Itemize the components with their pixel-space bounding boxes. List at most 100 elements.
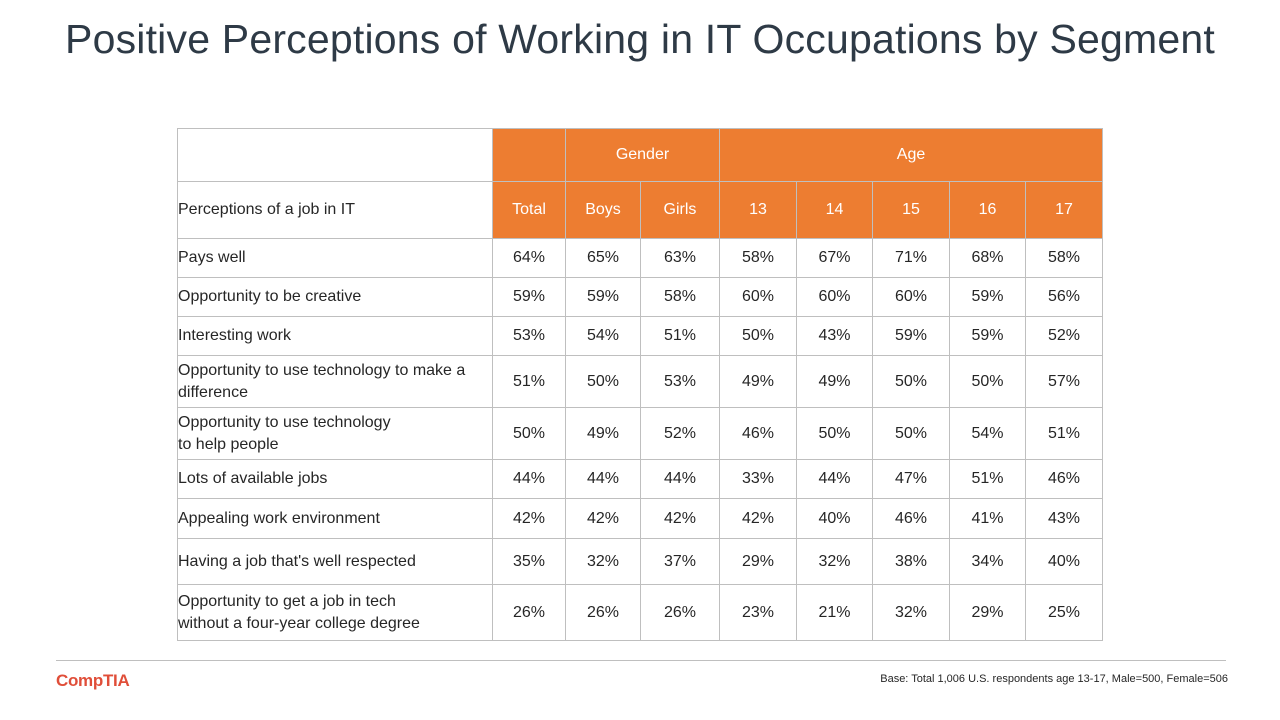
cell-value: 64% bbox=[492, 238, 566, 278]
cell-value: 60% bbox=[719, 277, 797, 317]
cell-value: 58% bbox=[719, 238, 797, 278]
cell-value: 50% bbox=[949, 355, 1026, 408]
table-row: Pays well 64% 65% 63% 58% 67% 71% 68% 58% bbox=[177, 238, 1103, 278]
cell-value: 50% bbox=[719, 316, 797, 356]
cell-value: 44% bbox=[492, 459, 566, 499]
cell-value: 51% bbox=[640, 316, 720, 356]
row-label: Pays well bbox=[177, 238, 493, 278]
cell-value: 35% bbox=[492, 538, 566, 585]
table-row: Opportunity to be creative 59% 59% 58% 60% 60… bbox=[177, 277, 1103, 317]
cell-value: 40% bbox=[796, 498, 873, 539]
cell-value: 42% bbox=[565, 498, 641, 539]
cell-value: 46% bbox=[872, 498, 950, 539]
cell-value: 46% bbox=[719, 407, 797, 460]
footer-divider bbox=[56, 660, 1226, 661]
col-header-age-13: 13 bbox=[719, 181, 797, 239]
cell-value: 60% bbox=[872, 277, 950, 317]
corner-cell bbox=[177, 128, 493, 182]
cell-value: 67% bbox=[796, 238, 873, 278]
cell-value: 32% bbox=[872, 584, 950, 641]
cell-value: 52% bbox=[640, 407, 720, 460]
cell-value: 59% bbox=[949, 277, 1026, 317]
cell-value: 23% bbox=[719, 584, 797, 641]
cell-value: 29% bbox=[949, 584, 1026, 641]
cell-value: 40% bbox=[1025, 538, 1103, 585]
cell-value: 50% bbox=[492, 407, 566, 460]
cell-value: 58% bbox=[640, 277, 720, 317]
cell-value: 56% bbox=[1025, 277, 1103, 317]
cell-value: 44% bbox=[565, 459, 641, 499]
cell-value: 59% bbox=[565, 277, 641, 317]
group-header-row: Gender Age bbox=[177, 128, 1103, 182]
cell-value: 63% bbox=[640, 238, 720, 278]
cell-value: 59% bbox=[949, 316, 1026, 356]
row-label: Appealing work environment bbox=[177, 498, 493, 539]
table-row: Opportunity to use technology to help peo… bbox=[177, 407, 1103, 460]
column-header-row: Perceptions of a job in IT Total Boys Gi… bbox=[177, 181, 1103, 239]
cell-value: 51% bbox=[949, 459, 1026, 499]
cell-value: 26% bbox=[640, 584, 720, 641]
cell-value: 50% bbox=[796, 407, 873, 460]
cell-value: 29% bbox=[719, 538, 797, 585]
row-label: Opportunity to use technology to make a … bbox=[177, 355, 493, 408]
group-header-blank bbox=[492, 128, 566, 182]
cell-value: 42% bbox=[492, 498, 566, 539]
cell-value: 44% bbox=[640, 459, 720, 499]
cell-value: 43% bbox=[1025, 498, 1103, 539]
cell-value: 60% bbox=[796, 277, 873, 317]
cell-value: 53% bbox=[640, 355, 720, 408]
cell-value: 25% bbox=[1025, 584, 1103, 641]
cell-value: 49% bbox=[719, 355, 797, 408]
cell-value: 51% bbox=[1025, 407, 1103, 460]
cell-value: 51% bbox=[492, 355, 566, 408]
cell-value: 65% bbox=[565, 238, 641, 278]
cell-value: 21% bbox=[796, 584, 873, 641]
cell-value: 26% bbox=[492, 584, 566, 641]
cell-value: 41% bbox=[949, 498, 1026, 539]
cell-value: 38% bbox=[872, 538, 950, 585]
cell-value: 58% bbox=[1025, 238, 1103, 278]
table-row: Appealing work environment 42% 42% 42% 42% 40… bbox=[177, 498, 1103, 539]
cell-value: 26% bbox=[565, 584, 641, 641]
cell-value: 50% bbox=[565, 355, 641, 408]
cell-value: 43% bbox=[796, 316, 873, 356]
table-row: Having a job that's well respected 35% 32%… bbox=[177, 538, 1103, 585]
cell-value: 37% bbox=[640, 538, 720, 585]
table-row: Opportunity to use technology to make a … bbox=[177, 355, 1103, 408]
row-label: Having a job that's well respected bbox=[177, 538, 493, 585]
col-header-boys: Boys bbox=[565, 181, 641, 239]
group-header-age: Age bbox=[719, 128, 1103, 182]
cell-value: 57% bbox=[1025, 355, 1103, 408]
row-label: Interesting work bbox=[177, 316, 493, 356]
col-header-age-15: 15 bbox=[872, 181, 950, 239]
table-body: Pays well 64% 65% 63% 58% 67% 71% 68% 58% Opportu… bbox=[177, 238, 1103, 641]
comptia-logo: CompTIA bbox=[56, 671, 130, 690]
col-header-age-17: 17 bbox=[1025, 181, 1103, 239]
cell-value: 42% bbox=[719, 498, 797, 539]
cell-value: 68% bbox=[949, 238, 1026, 278]
cell-value: 34% bbox=[949, 538, 1026, 585]
col-header-total: Total bbox=[492, 181, 566, 239]
col-header-girls: Girls bbox=[640, 181, 720, 239]
page-title: Positive Perceptions of Working in IT Oc… bbox=[65, 16, 1215, 62]
row-label: Opportunity to get a job in tech without … bbox=[177, 584, 493, 641]
cell-value: 71% bbox=[872, 238, 950, 278]
cell-value: 46% bbox=[1025, 459, 1103, 499]
base-note: Base: Total 1,006 U.S. respondents age 1… bbox=[880, 673, 1228, 685]
table-row: Lots of available jobs 44% 44% 44% 33% 44% 47%… bbox=[177, 459, 1103, 499]
cell-value: 54% bbox=[565, 316, 641, 356]
cell-value: 42% bbox=[640, 498, 720, 539]
cell-value: 52% bbox=[1025, 316, 1103, 356]
row-label: Opportunity to be creative bbox=[177, 277, 493, 317]
table-row: Opportunity to get a job in tech without … bbox=[177, 584, 1103, 641]
row-label: Opportunity to use technology to help peo… bbox=[177, 407, 493, 460]
cell-value: 33% bbox=[719, 459, 797, 499]
cell-value: 59% bbox=[492, 277, 566, 317]
cell-value: 44% bbox=[796, 459, 873, 499]
perceptions-table: Gender Age Perceptions of a job in IT To… bbox=[177, 128, 1103, 641]
cell-value: 32% bbox=[796, 538, 873, 585]
cell-value: 50% bbox=[872, 407, 950, 460]
cell-value: 59% bbox=[872, 316, 950, 356]
cell-value: 53% bbox=[492, 316, 566, 356]
row-label: Lots of available jobs bbox=[177, 459, 493, 499]
